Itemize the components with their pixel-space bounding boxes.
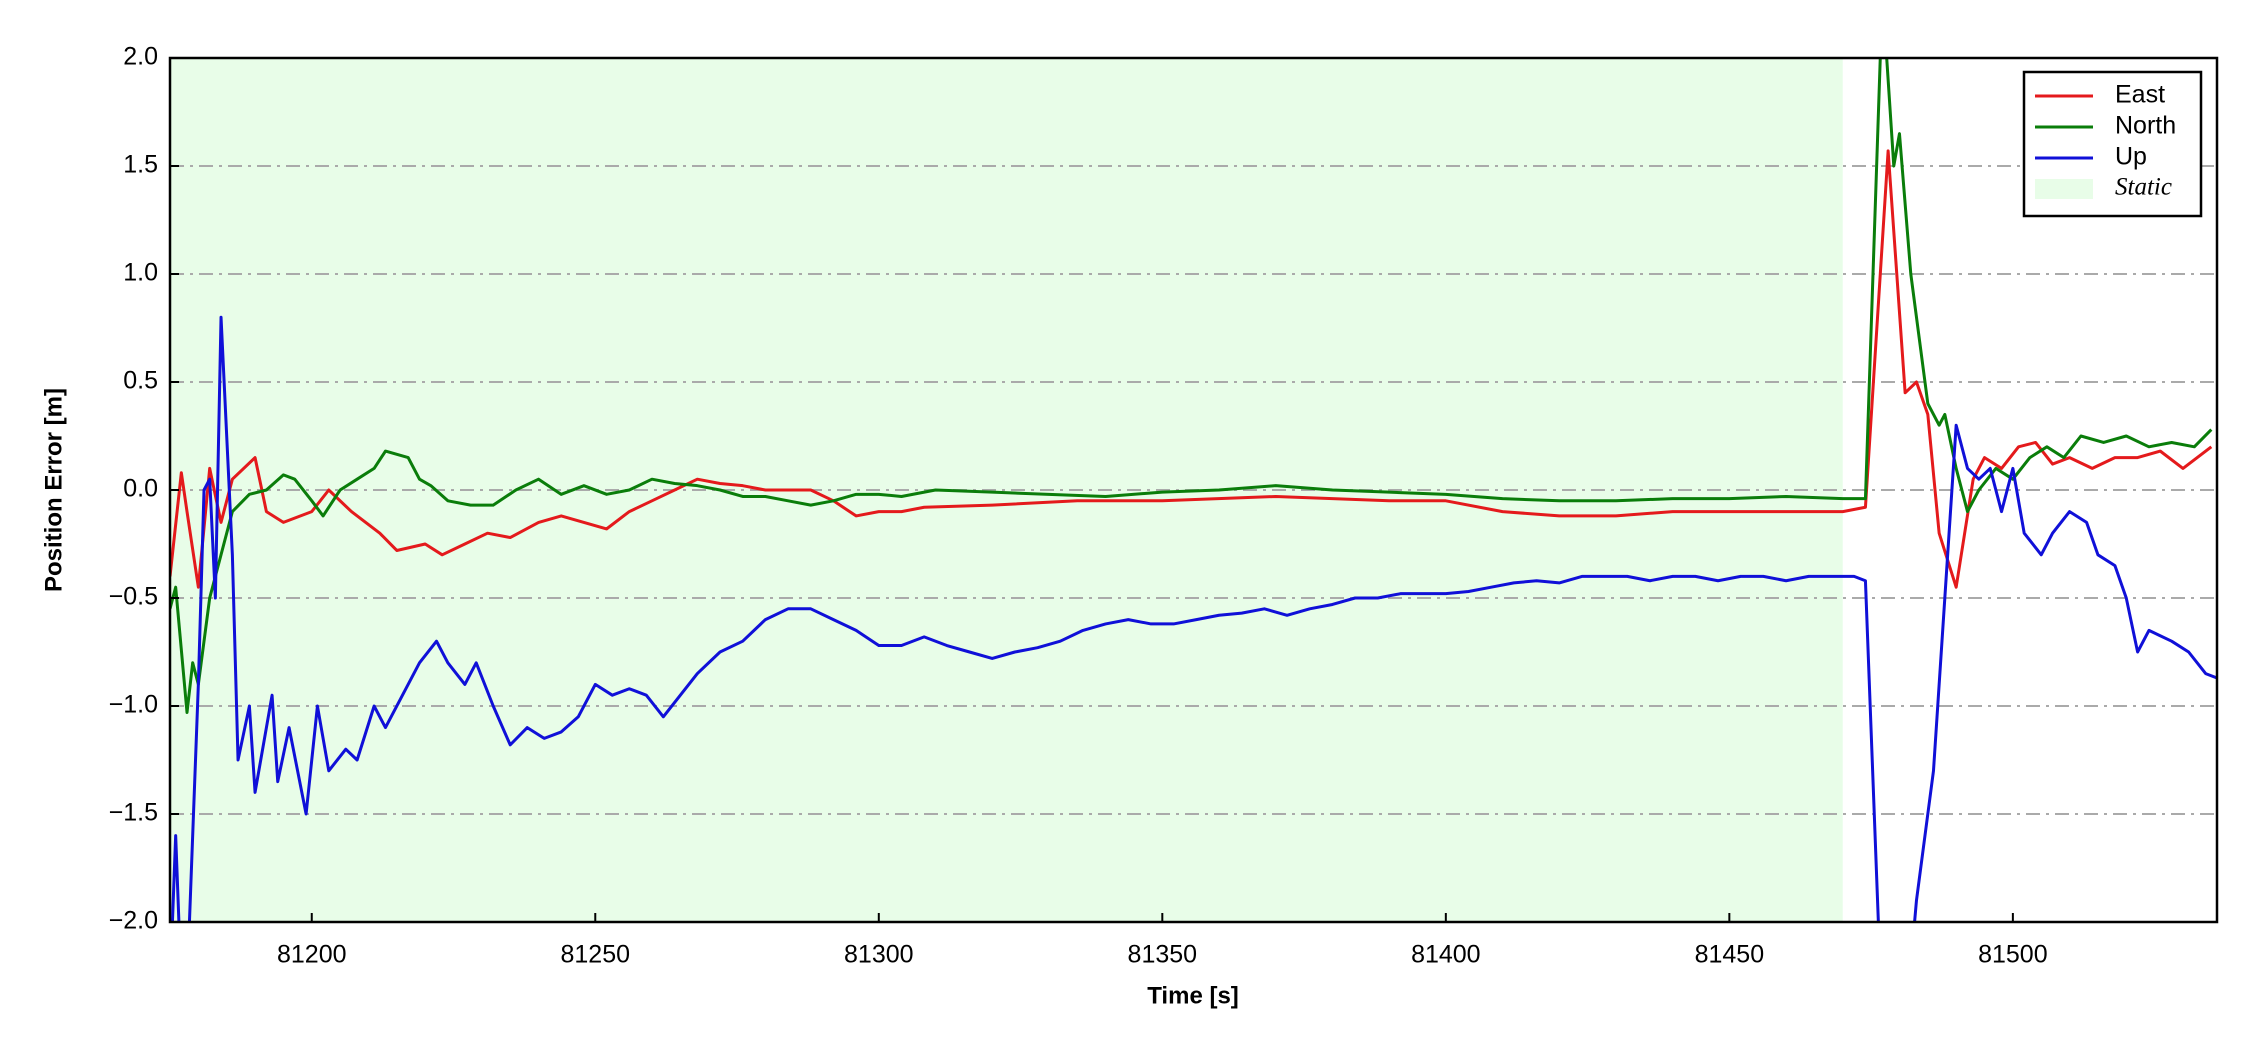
- y-tick-label: 1.5: [123, 151, 158, 179]
- y-tick-label: −0.5: [109, 583, 158, 611]
- x-tick-label: 81300: [844, 941, 914, 969]
- x-tick-label: 81350: [1128, 941, 1198, 969]
- x-tick-label: 81400: [1411, 941, 1481, 969]
- x-tick-label: 81250: [561, 941, 631, 969]
- y-tick-label: −1.0: [109, 691, 158, 719]
- y-tick-label: −2.0: [109, 907, 158, 935]
- legend-swatch: [2035, 179, 2093, 199]
- y-tick-label: 0.5: [123, 367, 158, 395]
- legend-label: Static: [2115, 174, 2172, 201]
- x-tick-label: 81500: [1978, 941, 2048, 969]
- y-tick-label: 1.0: [123, 259, 158, 287]
- y-tick-label: 0.0: [123, 475, 158, 503]
- series-line: [170, 58, 2213, 714]
- legend-label: East: [2115, 81, 2165, 109]
- x-tick-label: 81200: [277, 941, 347, 969]
- legend-label: North: [2115, 112, 2176, 140]
- legend-label: Up: [2115, 143, 2147, 171]
- plot-area: [170, 58, 2217, 922]
- series-line: [170, 315, 2217, 922]
- series-line: [170, 149, 2213, 589]
- y-axis-label: Position Error [m]: [40, 388, 67, 592]
- x-tick-label: 81450: [1695, 941, 1765, 969]
- x-axis-label: Time [s]: [1147, 982, 1239, 1009]
- plot-frame: [168, 56, 2219, 924]
- y-tick-label: −1.5: [109, 799, 158, 827]
- y-tick-label: 2.0: [123, 43, 158, 71]
